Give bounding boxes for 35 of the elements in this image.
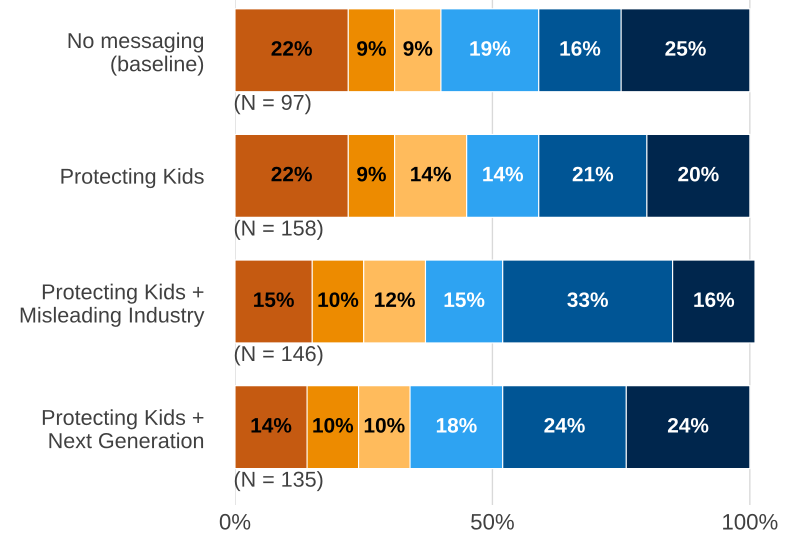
annotation: (N = 97) [234,94,310,114]
annotation: (N = 146) [234,345,322,366]
data-label: 21% [572,166,614,182]
y-tick-label: No messaging (baseline) [68,32,204,76]
x-tick-label: 100% [723,514,778,530]
y-tick-label: Protecting Kids [61,168,204,188]
data-label: 15% [254,292,294,308]
data-label: 10% [318,292,358,308]
data-label: 24% [668,418,708,433]
data-label: 10% [313,418,354,433]
data-label: 15% [444,292,484,308]
data-label: 16% [560,41,600,56]
data-label: 33% [567,292,608,308]
data-label: 22% [272,41,312,56]
y-tick-label: Protecting Kids + Misleading Industry [20,284,204,327]
data-label: 14% [483,166,524,182]
data-label: 9% [403,41,432,56]
data-label: 9% [357,41,386,56]
data-label: 16% [694,292,734,308]
data-label: 10% [364,418,405,433]
data-label: 22% [272,166,312,182]
data-label: 20% [678,166,719,182]
data-label: 14% [411,166,451,182]
x-tick-label: 50% [471,514,514,530]
data-label: 19% [470,41,510,56]
x-tick-label: 0% [220,514,250,530]
y-tick-label: Protecting Kids + Next Generation [42,409,204,448]
data-label: 9% [357,166,386,182]
annotation: (N = 158) [234,220,322,240]
data-label: 25% [665,41,706,56]
data-label: 24% [544,418,585,433]
data-label: 14% [252,418,292,433]
annotation: (N = 135) [234,471,322,492]
data-label: 18% [436,418,477,433]
data-label: 12% [375,292,415,308]
